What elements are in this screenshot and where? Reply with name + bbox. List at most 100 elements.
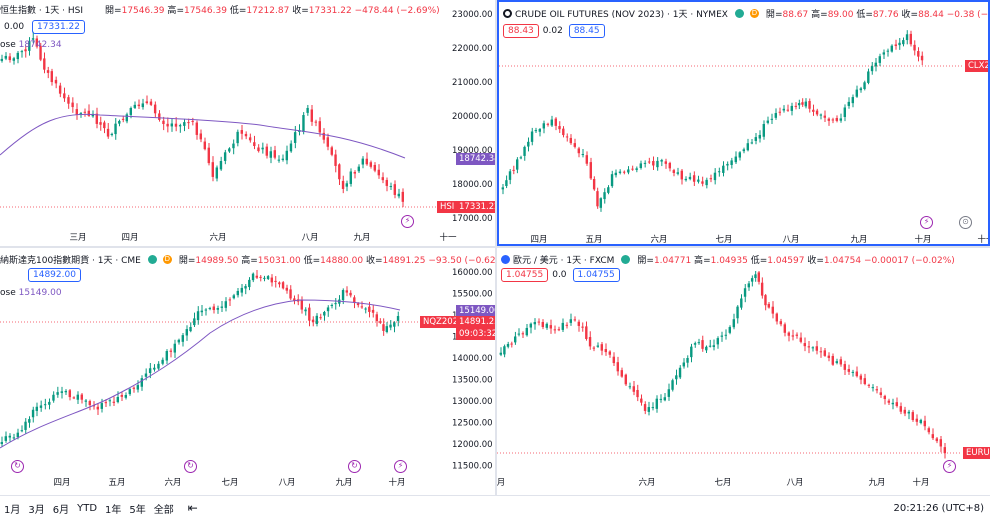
range-1y-button[interactable]: 1年 — [105, 504, 122, 516]
nq-candle — [173, 343, 176, 353]
eur-candle — [919, 419, 922, 424]
hsi-chart-canvas[interactable]: 23000.00 22000.00 21000.00 20000.00 19000.00… — [0, 0, 495, 246]
eurusd-chart-canvas[interactable]: 月 六月 七月 八月 九月 十月 — [497, 248, 990, 495]
eur-candle — [767, 303, 770, 308]
cl-candle — [859, 88, 862, 91]
cl-candle — [797, 103, 801, 106]
range-1m-button[interactable]: 1月 — [4, 504, 21, 516]
cl-candle — [722, 165, 725, 173]
hsi-candle — [39, 45, 42, 60]
hsi-candle — [248, 137, 252, 141]
hsi-ma-line — [0, 113, 406, 159]
cl-candle — [750, 142, 753, 144]
hsi-candle — [187, 122, 190, 124]
eur-lightning-icon[interactable]: ⚡ — [943, 460, 956, 473]
nq-candle — [132, 387, 135, 389]
nq-candle — [43, 404, 47, 406]
cl-candle — [819, 114, 822, 116]
date-range-icon[interactable]: ⇤ — [187, 501, 198, 515]
cl-candle — [639, 163, 642, 168]
cl-symbol-tag: CLX202 — [965, 60, 988, 72]
cl-status-dot-icon — [734, 8, 744, 18]
nq-candle — [60, 391, 63, 393]
hsi-candle — [401, 191, 404, 202]
eur-candle — [503, 346, 506, 355]
hsi-candle — [389, 186, 392, 188]
hsi-candle — [50, 71, 53, 83]
hsi-candle — [273, 150, 276, 158]
hsi-lightning-icon[interactable]: ⚡ — [401, 215, 414, 228]
cl-legend: CRUDE OIL FUTURES (NOV 2023) · 1天 · NYME… — [503, 4, 988, 22]
eur-candle — [499, 352, 502, 355]
eur-candle — [655, 398, 658, 409]
hsi-candle — [314, 121, 317, 123]
hsi-candle — [228, 148, 231, 152]
cl-lock-icon[interactable]: ⊙ — [959, 216, 972, 229]
hsi-candle — [353, 171, 356, 174]
cl-time-tick: 十一 — [977, 234, 990, 245]
hsi-price-tick: 23000.00 — [452, 10, 493, 20]
hsi-quote-row: 0.00 17331.22 — [4, 20, 89, 34]
hsi-title[interactable]: 恒生指數 · 1天 · HSI — [0, 5, 84, 16]
cl-lightning-icon[interactable]: ⚡ — [920, 216, 933, 229]
hsi-candle — [24, 49, 27, 52]
nasdaq-chart-canvas[interactable]: 16000.0015500.0015000.0014500.0014000.00… — [0, 248, 495, 495]
nq-candle — [285, 287, 288, 291]
cl-candle — [709, 178, 712, 180]
range-ytd-button[interactable]: YTD — [77, 502, 98, 514]
eur-candle — [887, 400, 890, 403]
range-6m-button[interactable]: 6月 — [52, 504, 70, 516]
hsi-candle — [83, 111, 86, 113]
hsi-candle — [149, 101, 153, 105]
nq-candle — [39, 405, 43, 408]
cl-candle — [569, 137, 572, 144]
eur-candle — [596, 345, 599, 347]
chart-pane-hsi[interactable]: 23000.00 22000.00 21000.00 20000.00 19000.00… — [0, 0, 495, 246]
nq-replay-icon-3[interactable]: ↻ — [348, 460, 361, 473]
hsi-candle — [137, 104, 140, 107]
range-5y-button[interactable]: 5年 — [129, 504, 146, 516]
chart-pane-nasdaq[interactable]: 16000.0015500.0015000.0014500.0014000.00… — [0, 248, 495, 495]
cl-time-tick: 十月 — [914, 234, 931, 245]
cl-sell-box[interactable]: 88.43 — [503, 24, 539, 38]
cl-candle — [863, 82, 866, 89]
eur-sell-box[interactable]: 1.04755 — [501, 268, 549, 282]
clock[interactable]: 20:21:26 (UTC+8) — [893, 502, 984, 514]
nq-replay-icon-1[interactable]: ↻ — [11, 460, 24, 473]
hsi-price-tag: 17331.22 — [456, 201, 495, 213]
range-all-button[interactable]: 全部 — [153, 504, 174, 516]
cl-candle — [652, 160, 655, 166]
chart-pane-eurusd[interactable]: 月 六月 七月 八月 九月 十月 歐元 / 美元 · 1天 · FXCM 開=1.0477… — [497, 248, 990, 495]
eur-candle — [712, 345, 715, 347]
hsi-candle — [166, 123, 169, 127]
hsi-candle — [0, 58, 4, 61]
nq-title[interactable]: 納斯達克100指數期貨 · 1天 · CME — [0, 255, 141, 266]
nq-replay-icon-2[interactable]: ↻ — [184, 460, 197, 473]
chart-pane-crude-oil[interactable]: 四月 五月 六月 七月 八月 九月 十月 十一 CRUDE OIL FUTURES (NOV … — [497, 0, 990, 246]
cl-candle — [643, 162, 647, 164]
range-3m-button[interactable]: 3月 — [28, 504, 45, 516]
eur-candle — [736, 306, 739, 319]
crude-oil-chart-canvas[interactable]: 四月 五月 六月 七月 八月 九月 十月 十一 — [499, 2, 990, 246]
cl-title[interactable]: CRUDE OIL FUTURES (NOV 2023) · 1天 · NYME… — [515, 9, 728, 20]
nq-candle — [108, 400, 111, 402]
cl-buy-box[interactable]: 88.45 — [568, 24, 605, 38]
hsi-candle — [357, 166, 360, 172]
eur-buy-box[interactable]: 1.04755 — [572, 268, 620, 282]
cl-candle — [839, 118, 842, 121]
nq-price-tick: 12500.00 — [452, 419, 493, 429]
nq-candle — [259, 276, 262, 278]
hsi-price-tick: 21000.00 — [452, 78, 493, 88]
hsi-buy-box[interactable]: 17331.22 — [32, 20, 85, 34]
hsi-candle — [285, 150, 288, 161]
cl-candle — [909, 33, 912, 45]
hsi-candle — [338, 164, 341, 180]
nq-lightning-icon[interactable]: ⚡ — [394, 460, 407, 473]
eur-title[interactable]: 歐元 / 美元 · 1天 · FXCM — [513, 255, 615, 266]
eur-candle — [557, 329, 560, 331]
cl-candle — [505, 180, 508, 187]
pane-divider-horizontal[interactable] — [0, 246, 990, 248]
nq-buy-box[interactable]: 14892.00 — [28, 268, 81, 282]
hsi-candle — [20, 51, 23, 53]
hsi-candle — [118, 120, 121, 124]
